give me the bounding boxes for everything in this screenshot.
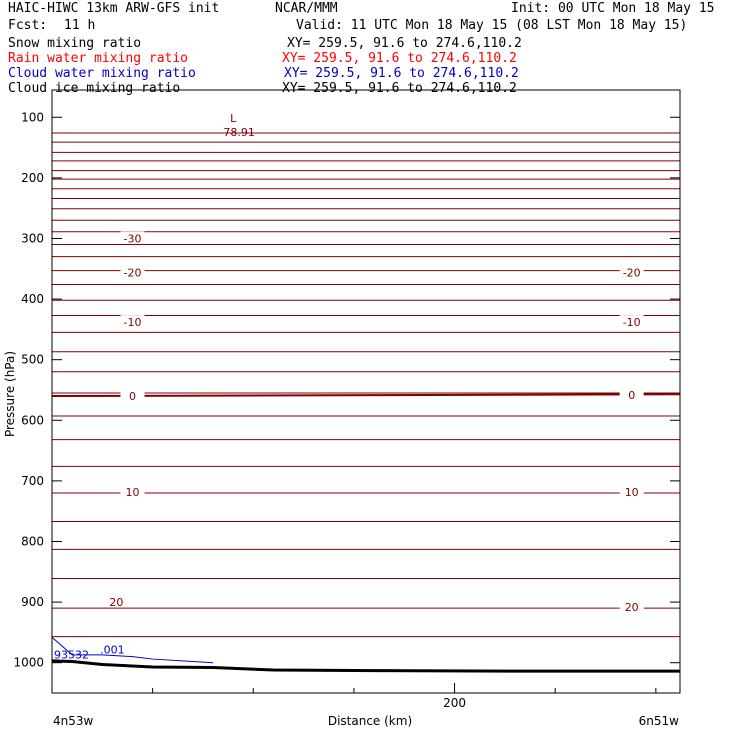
terrain-line [51,659,680,673]
y-tick-label-700: 700 [21,474,44,488]
contour-label-bg-9 [104,595,129,608]
contour-label-bg-1 [120,265,145,278]
contour-label-6: 0 [628,389,635,402]
contour-label-bg-7 [120,484,145,497]
cloud-water-contour [51,636,214,664]
contour-label-0: -30 [124,232,142,245]
y-tick-label-100: 100 [21,110,44,124]
contour-label-4: -10 [623,316,641,329]
chart-title: HAIC-HIWC 13km ARW-GFS init [8,1,220,16]
y-axis-title: Pressure (hPa) [3,351,17,437]
low-symbol: L [230,112,237,125]
contour-label-bg-3 [120,315,145,328]
field-name-cloud-water: Cloud water mixing ratio [8,66,196,81]
contour-label-9: 20 [109,596,123,609]
field-name-snow: Snow mixing ratio [8,36,142,51]
y-tick-label-400: 400 [21,292,44,306]
x-axis-title: Distance (km) [328,714,412,728]
field-name-cloud-ice: Cloud ice mixing ratio [8,81,181,96]
contour-label-bg-10 [619,599,644,612]
field-xy-snow: XY= 259.5, 91.6 to 274.6,110.2 [287,36,522,51]
y-tick-label-600: 600 [21,413,44,427]
contour-label-10: 20 [625,601,639,614]
field-xy-cloud-ice: XY= 259.5, 91.6 to 274.6,110.2 [282,81,517,96]
contour-label-bg-0 [120,231,145,244]
y-tick-label-900: 900 [21,595,44,609]
y-tick-label-800: 800 [21,534,44,548]
freezing-level-line [51,393,681,398]
forecast-hour: 11 h [64,18,96,33]
y-tick-label-200: 200 [21,171,44,185]
contour-label-7: 10 [126,486,140,499]
contour-label-3: -10 [124,316,142,329]
x-endpoint-left: 4n53w [53,714,94,728]
forecast-label: Fcst: [8,18,48,33]
low-value: -78.91 [219,126,254,139]
valid-time: Valid: 11 UTC Mon 18 May 15 (08 LST Mon … [296,18,688,33]
field-name-rain: Rain water mixing ratio [8,51,189,66]
organization-label: NCAR/MMM [275,1,338,16]
field-xy-cloud-water: XY= 259.5, 91.6 to 274.6,110.2 [284,66,519,81]
contour-label-bg-5 [120,389,145,402]
contour-label-5: 0 [129,390,136,403]
field-xy-rain: XY= 259.5, 91.6 to 274.6,110.2 [282,51,517,66]
cloud-water-value: 93532 [54,648,89,661]
contour-label-bg-2 [619,265,644,278]
plot-frame [51,89,681,694]
contour-label-1: -20 [124,266,142,279]
contour-label-8: 10 [625,486,639,499]
x-endpoint-right: 6n51w [639,714,680,728]
contour-label-bg-6 [619,387,644,400]
y-tick-label-1000: 1000 [13,656,44,670]
contour-label-bg-8 [619,484,644,497]
contour-label-2: -20 [623,266,641,279]
x-tick-label-200: 200 [443,696,466,710]
init-time: Init: 00 UTC Mon 18 May 15 [511,1,715,16]
contour-label-bg-4 [619,315,644,328]
cloud-water-label: .001 [100,644,125,657]
y-tick-label-300: 300 [21,231,44,245]
y-tick-label-500: 500 [21,353,44,367]
